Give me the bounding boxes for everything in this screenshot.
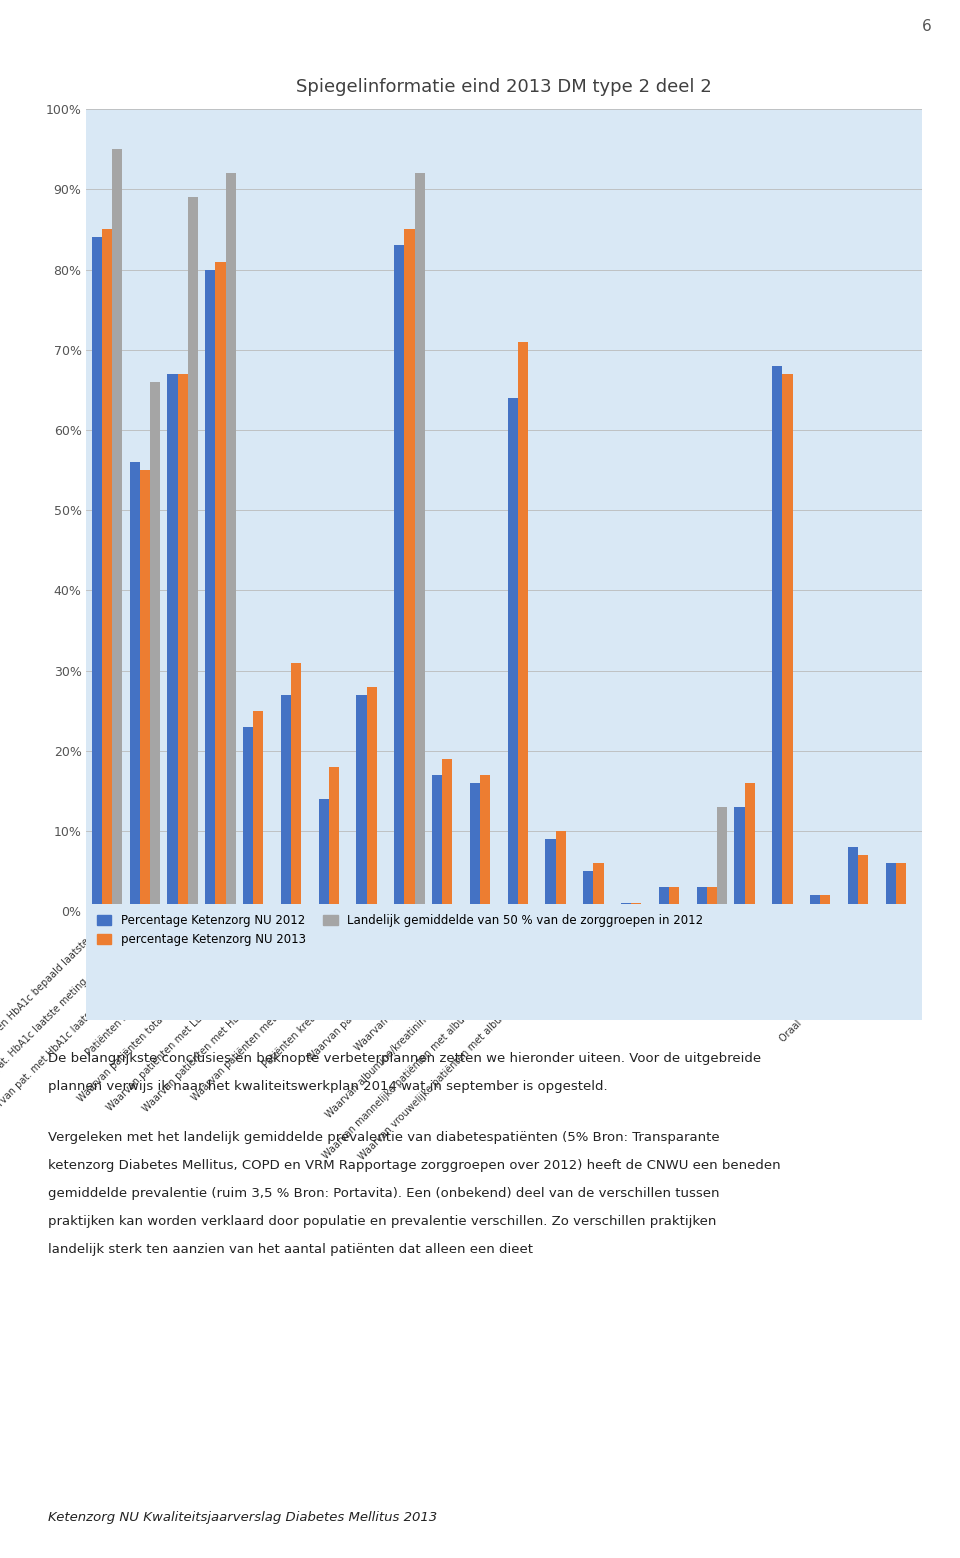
- Bar: [508, 397, 517, 911]
- Bar: [480, 774, 491, 911]
- Bar: [415, 173, 425, 911]
- Bar: [583, 871, 593, 911]
- Bar: [243, 728, 253, 911]
- Bar: [226, 173, 236, 911]
- Bar: [178, 374, 188, 911]
- Bar: [130, 463, 140, 911]
- Text: 6: 6: [922, 19, 931, 34]
- Bar: [253, 710, 263, 911]
- Bar: [188, 198, 198, 911]
- Bar: [782, 374, 793, 911]
- Text: praktijken kan worden verklaard door populatie en prevalentie verschillen. Zo ve: praktijken kan worden verklaard door pop…: [48, 1215, 716, 1228]
- Bar: [167, 374, 178, 911]
- Bar: [517, 341, 528, 911]
- Bar: [659, 888, 669, 911]
- Bar: [896, 863, 906, 911]
- Bar: [734, 807, 745, 911]
- Bar: [631, 904, 641, 911]
- Bar: [707, 888, 717, 911]
- Bar: [205, 270, 215, 911]
- Title: Spiegelinformatie eind 2013 DM type 2 deel 2: Spiegelinformatie eind 2013 DM type 2 de…: [296, 78, 712, 97]
- Bar: [545, 840, 556, 911]
- Legend: Percentage Ketenzorg NU 2012, percentage Ketenzorg NU 2013, Landelijk gemiddelde: Percentage Ketenzorg NU 2012, percentage…: [92, 910, 708, 950]
- Bar: [820, 896, 830, 911]
- Text: Vergeleken met het landelijk gemiddelde prevalentie van diabetespatiënten (5% Br: Vergeleken met het landelijk gemiddelde …: [48, 1131, 720, 1144]
- Bar: [810, 896, 820, 911]
- Bar: [621, 904, 631, 911]
- Text: Ketenzorg NU Kwaliteitsjaarverslag Diabetes Mellitus 2013: Ketenzorg NU Kwaliteitsjaarverslag Diabe…: [48, 1511, 437, 1524]
- Bar: [772, 366, 782, 911]
- Bar: [150, 382, 160, 911]
- Bar: [92, 237, 102, 911]
- Bar: [469, 784, 480, 911]
- Bar: [404, 229, 415, 911]
- Bar: [281, 695, 291, 911]
- Bar: [102, 229, 112, 911]
- Bar: [319, 799, 329, 911]
- Text: landelijk sterk ten aanzien van het aantal patiënten dat alleen een dieet: landelijk sterk ten aanzien van het aant…: [48, 1243, 533, 1256]
- Text: gemiddelde prevalentie (ruim 3,5 % Bron: Portavita). Een (onbekend) deel van de : gemiddelde prevalentie (ruim 3,5 % Bron:…: [48, 1187, 719, 1200]
- Bar: [395, 246, 404, 911]
- Bar: [593, 863, 604, 911]
- Bar: [697, 888, 707, 911]
- Bar: [140, 471, 150, 911]
- Text: plannen verwijs ik naar het kwaliteitswerkplan 2014 wat in september is opgestel: plannen verwijs ik naar het kwaliteitswe…: [48, 1080, 608, 1092]
- Bar: [669, 888, 679, 911]
- Bar: [848, 848, 858, 911]
- Bar: [443, 759, 452, 911]
- Bar: [885, 863, 896, 911]
- Text: ketenzorg Diabetes Mellitus, COPD en VRM Rapportage zorggroepen over 2012) heeft: ketenzorg Diabetes Mellitus, COPD en VRM…: [48, 1159, 780, 1172]
- Bar: [556, 832, 565, 911]
- Bar: [112, 150, 123, 911]
- Bar: [858, 855, 868, 911]
- Bar: [356, 695, 367, 911]
- Bar: [745, 784, 755, 911]
- Bar: [432, 774, 443, 911]
- Bar: [215, 262, 226, 911]
- Bar: [329, 767, 339, 911]
- Bar: [367, 687, 377, 911]
- Text: De belangrijkste conclusies en beknopte verbeterplannen zetten we hieronder uite: De belangrijkste conclusies en beknopte …: [48, 1052, 761, 1064]
- Bar: [717, 807, 727, 911]
- Bar: [291, 662, 301, 911]
